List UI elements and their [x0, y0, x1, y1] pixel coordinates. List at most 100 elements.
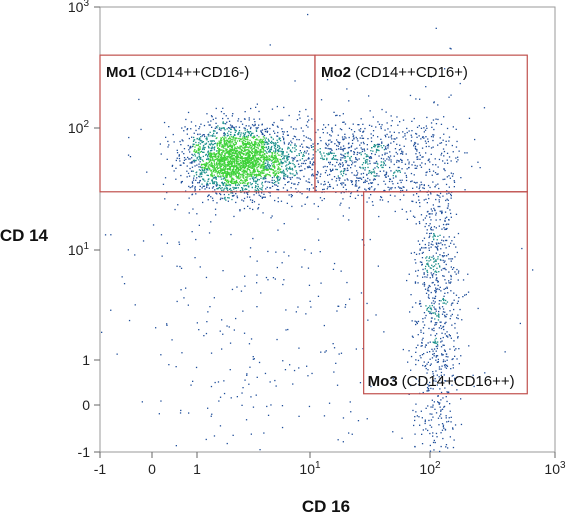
- event-dot: [171, 339, 173, 341]
- event-dot: [225, 151, 227, 153]
- event-dot: [424, 217, 426, 219]
- event-dot: [452, 367, 454, 369]
- event-dot: [242, 165, 245, 167]
- event-dot: [389, 166, 391, 169]
- event-dot: [317, 295, 320, 297]
- event-dot: [221, 319, 223, 321]
- event-dot: [226, 148, 228, 150]
- event-dot: [247, 152, 249, 155]
- event-dot: [371, 182, 374, 184]
- event-dot: [251, 167, 253, 169]
- event-dot: [257, 151, 259, 153]
- event-dot: [268, 171, 271, 173]
- event-dot: [232, 161, 234, 163]
- event-dot: [364, 179, 367, 181]
- event-dot: [450, 160, 452, 162]
- event-dot: [442, 344, 444, 346]
- event-dot: [343, 138, 345, 140]
- event-dot: [179, 160, 181, 162]
- event-dot: [195, 144, 197, 146]
- event-dot: [243, 135, 245, 137]
- event-dot: [444, 279, 446, 281]
- event-dot: [235, 152, 237, 154]
- event-dot: [410, 252, 412, 254]
- event-dot: [400, 148, 402, 150]
- event-dot: [234, 187, 237, 189]
- event-dot: [235, 201, 237, 204]
- event-dot: [236, 168, 238, 170]
- event-dot: [214, 156, 217, 158]
- event-dot: [360, 118, 362, 120]
- event-dot: [257, 148, 259, 150]
- event-dot: [448, 136, 451, 138]
- event-dot: [446, 391, 448, 393]
- event-dot: [384, 146, 387, 148]
- event-dot: [260, 160, 262, 162]
- event-dot: [242, 163, 244, 165]
- event-dot: [433, 341, 436, 343]
- event-dot: [283, 106, 285, 109]
- event-dot: [439, 210, 441, 212]
- event-dot: [383, 180, 385, 182]
- event-dot: [340, 270, 342, 272]
- event-dot: [453, 292, 455, 294]
- event-dot: [421, 433, 423, 435]
- event-dot: [395, 151, 397, 154]
- event-dot: [329, 168, 331, 171]
- event-dot: [234, 129, 237, 131]
- event-dot: [239, 177, 241, 179]
- event-dot: [190, 146, 192, 149]
- event-dot: [417, 344, 419, 346]
- event-dot: [203, 124, 206, 127]
- event-dot: [299, 159, 301, 161]
- event-dot: [412, 187, 414, 189]
- event-dot: [431, 264, 433, 266]
- event-dot: [322, 166, 325, 168]
- event-dot: [424, 225, 426, 228]
- event-dot: [262, 146, 264, 148]
- event-dot: [256, 168, 258, 170]
- event-dot: [181, 180, 183, 183]
- event-dot: [357, 172, 359, 174]
- event-dot: [432, 269, 435, 271]
- event-dot: [218, 151, 220, 153]
- event-dot: [211, 163, 213, 165]
- event-dot: [376, 173, 378, 175]
- event-dot: [390, 188, 392, 190]
- event-dot: [341, 182, 343, 184]
- event-dot: [369, 160, 371, 162]
- event-dot: [439, 286, 441, 288]
- event-dot: [413, 174, 415, 176]
- event-dot: [306, 121, 309, 123]
- event-dot: [344, 147, 346, 150]
- event-dot: [453, 345, 455, 348]
- event-dot: [235, 126, 237, 128]
- event-dot: [264, 150, 266, 152]
- event-dot: [442, 325, 445, 328]
- event-dot: [207, 174, 209, 177]
- event-dot: [188, 175, 191, 177]
- event-dot: [402, 151, 404, 153]
- event-dot: [295, 311, 297, 313]
- event-dot: [259, 141, 262, 143]
- event-dot: [246, 164, 248, 167]
- event-dot: [450, 290, 452, 292]
- event-dot: [224, 136, 226, 138]
- event-dot: [276, 180, 279, 182]
- event-dot: [457, 336, 459, 338]
- event-dot: [213, 154, 215, 156]
- event-dot: [384, 164, 387, 166]
- event-dot: [450, 258, 452, 260]
- event-dot: [232, 172, 235, 174]
- event-dot: [252, 150, 254, 153]
- event-dot: [230, 175, 232, 178]
- event-dot: [220, 155, 222, 157]
- event-dot: [265, 128, 267, 131]
- event-dot: [429, 341, 431, 343]
- event-dot: [317, 205, 319, 208]
- event-dot: [256, 180, 259, 182]
- event-dot: [430, 153, 432, 155]
- event-dot: [276, 158, 278, 160]
- event-dot: [242, 200, 245, 202]
- event-dot: [245, 171, 247, 173]
